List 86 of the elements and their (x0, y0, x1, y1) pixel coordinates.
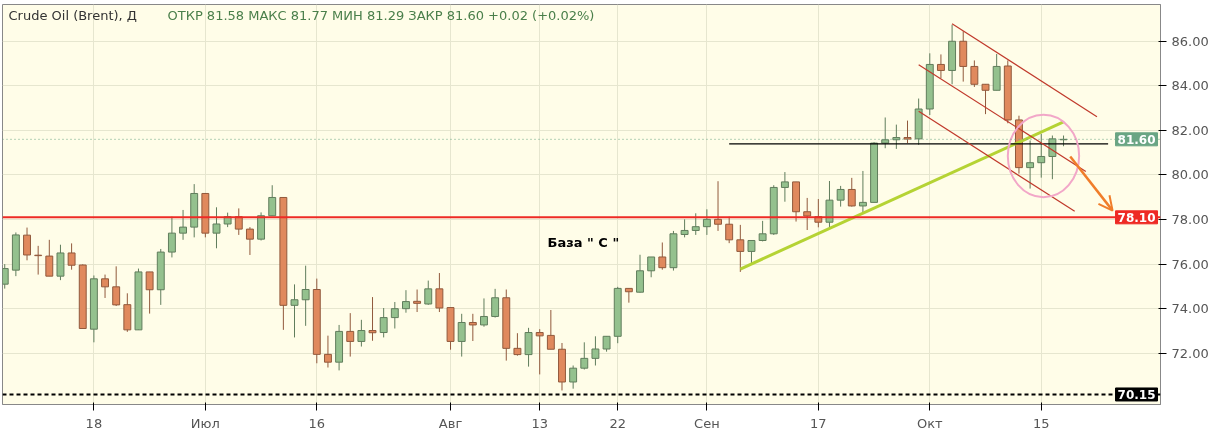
candlestick (992, 53, 1001, 91)
candlestick (580, 341, 589, 371)
y-tick-label: 82.00 (1171, 122, 1209, 138)
candlestick (658, 241, 667, 271)
candlestick (647, 256, 656, 278)
x-tick-label: Сен (694, 415, 720, 431)
x-tick-label: Окт (916, 415, 944, 431)
candlestick (234, 207, 243, 236)
candlestick (1026, 139, 1035, 190)
candlestick (457, 313, 466, 358)
candlestick (268, 184, 277, 217)
x-tick-label: 18 (85, 415, 103, 431)
candlestick (112, 265, 121, 307)
y-tick-label: 76.00 (1171, 256, 1209, 272)
candlestick (368, 296, 377, 342)
candlestick (1037, 133, 1046, 179)
candlestick (691, 212, 700, 236)
candlestick (881, 116, 890, 149)
candlestick (290, 283, 299, 338)
candlestick (346, 312, 355, 358)
candlestick (402, 289, 410, 314)
chart-subtitle: ОТКР 81.58 МАКС 81.77 МИН 81.29 ЗАКР 81.60 +0.02 (+0.02%) (167, 7, 595, 23)
ref-line-label: 70.15 (1117, 387, 1156, 402)
candlestick (803, 197, 812, 231)
candlestick (179, 209, 188, 241)
candlestick (491, 288, 500, 319)
candlestick (390, 301, 399, 330)
candlestick (535, 328, 544, 375)
candlestick (858, 170, 867, 214)
candlestick (680, 218, 689, 238)
candlestick (435, 272, 444, 313)
candlestick (702, 208, 711, 236)
ref-line-label: 78.10 (1117, 210, 1156, 225)
y-tick-label: 80.00 (1171, 167, 1209, 183)
candlestick (56, 244, 65, 281)
candlestick (301, 265, 310, 327)
annotation: База " С " (547, 234, 620, 250)
candlestick (145, 271, 154, 315)
y-tick-label: 84.00 (1171, 78, 1209, 94)
candlestick (257, 211, 266, 241)
candlestick (480, 297, 488, 328)
candlestick (67, 242, 76, 271)
candlestick (323, 335, 332, 369)
candlestick (836, 185, 845, 208)
candlestick (167, 216, 176, 258)
candlestick (970, 59, 979, 88)
candlestick (2, 263, 9, 290)
candlestick (424, 280, 433, 306)
candlestick (513, 332, 522, 357)
candlestick (825, 180, 834, 228)
y-tick-label: 86.00 (1171, 33, 1209, 49)
candlestick (524, 327, 533, 368)
x-tick-label: Июл (190, 415, 220, 431)
x-tick-label: 15 (1032, 415, 1050, 431)
candlestick (714, 180, 722, 232)
candlestick (23, 227, 31, 261)
x-tick-label: Авг (438, 415, 463, 431)
candlestick (45, 239, 54, 277)
candlestick (725, 216, 734, 244)
y-tick-label: 78.00 (1171, 212, 1209, 228)
candlestick (903, 120, 912, 144)
candlestick (101, 274, 109, 299)
x-tick-label: 13 (531, 415, 548, 431)
candlestick (468, 313, 477, 342)
candlestick (546, 309, 555, 350)
x-tick-label: 16 (308, 415, 326, 431)
chart-title: Crude Oil (Brent), Д (8, 7, 138, 23)
candlestick (379, 307, 388, 338)
x-tick-label: 17 (810, 415, 827, 431)
y-tick-label: 72.00 (1171, 345, 1209, 361)
candlestick (245, 226, 254, 256)
candlestick (624, 287, 633, 304)
y-tick-label: 74.00 (1171, 301, 1209, 317)
candlestick (413, 289, 422, 313)
x-tick-label: 22 (609, 415, 626, 431)
candlestick (212, 206, 221, 249)
candlestick (569, 365, 578, 390)
candlestick (780, 171, 789, 203)
candlestick (636, 254, 644, 294)
candlestick (736, 224, 745, 273)
ref-line-label: 81.60 (1117, 132, 1156, 147)
candlestick (981, 83, 990, 115)
candlestick (936, 53, 945, 79)
candlestick (847, 177, 856, 208)
candlestick (357, 319, 366, 348)
candlestick (591, 335, 600, 366)
